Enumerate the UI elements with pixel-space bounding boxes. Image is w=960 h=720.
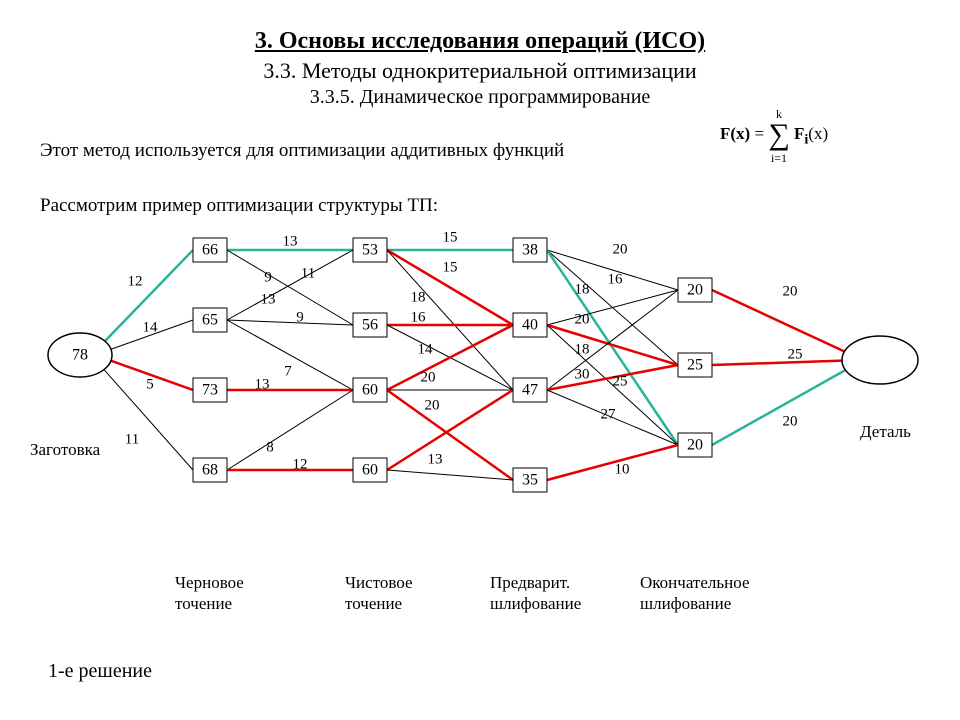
- node-label-B1: 53: [362, 242, 378, 259]
- edge-A2-B2: [227, 320, 353, 325]
- formula-sum-top: k: [768, 108, 789, 120]
- edge-label-B2-C2: 16: [411, 309, 427, 325]
- edge-D1-T: [712, 290, 844, 352]
- title-sub2: 3.3.5. Динамическое программирование: [0, 86, 960, 109]
- node-label-A1: 66: [202, 242, 218, 259]
- body-line-1: Этот метод используется для оптимизации …: [40, 140, 564, 162]
- stage-label-3: Окончательноешлифование: [640, 572, 750, 615]
- edge-label-B1-C1: 15: [443, 229, 458, 245]
- edge-label-B3-C2: 20: [421, 369, 436, 385]
- formula-eq: =: [754, 124, 764, 143]
- stage-label-2: Предварит.шлифование: [490, 572, 581, 615]
- edge-label-A2-B3: 7: [284, 363, 292, 379]
- edge-label-S-A4: 11: [125, 431, 139, 447]
- node-label-C1: 38: [522, 242, 538, 259]
- node-label-A4: 68: [202, 462, 218, 479]
- stage-label-0: Черновоеточение: [175, 572, 244, 615]
- edge-label-A1-B2: 9: [264, 269, 272, 285]
- edge-label-A4-B4: 12: [293, 456, 308, 472]
- node-label-D3: 20: [687, 437, 703, 454]
- edge-label-A1-B1: 13: [283, 233, 298, 249]
- page-root: 3. Основы исследования операций (ИСО) 3.…: [0, 0, 960, 720]
- formula: F(x) = k ∑ i=1 Fi(x): [720, 120, 940, 150]
- diagram-svg: 7866657368535660603840473520252012145111…: [0, 220, 960, 540]
- stage-label-line2: точение: [345, 593, 413, 614]
- node-label-C2: 40: [522, 317, 538, 334]
- edge-label-B1-C3: 18: [411, 289, 426, 305]
- edge-B4-C4: [387, 470, 513, 480]
- node-label-D1: 20: [687, 282, 703, 299]
- stage-label-line1: Чистовое: [345, 572, 413, 593]
- stage-label-line1: Окончательное: [640, 572, 750, 593]
- extra-label-0: 13: [261, 291, 276, 307]
- edge-label-B1-C2: 15: [443, 259, 458, 275]
- node-label-S: 78: [72, 347, 88, 364]
- left-side-label: Заготовка: [30, 440, 100, 460]
- edge-label-C2-D3: 18: [575, 341, 590, 357]
- formula-rhs-tail: (x): [808, 124, 828, 143]
- stage-label-line2: шлифование: [640, 593, 750, 614]
- edges: [104, 250, 846, 480]
- edge-label-C2-D2: 20: [575, 311, 590, 327]
- edge-label-A4-B3: 8: [266, 439, 274, 455]
- stage-label-line1: Предварит.: [490, 572, 581, 593]
- edge-D3-T: [712, 370, 845, 445]
- edge-label-D3-T: 20: [783, 413, 798, 429]
- title-sub1: 3.3. Методы однокритериальной оптимизаци…: [0, 58, 960, 84]
- formula-sum: k ∑ i=1: [768, 120, 789, 150]
- edge-label-A2-B2: 9: [296, 309, 304, 325]
- node-label-C3: 47: [522, 382, 538, 399]
- edge-label-B4-C3: 13: [428, 451, 443, 467]
- edge-A1-B2: [227, 250, 353, 325]
- edge-label-C3-D2: 25: [613, 373, 628, 389]
- edge-label-A3-B3: 13: [255, 376, 270, 392]
- sigma-icon: ∑: [768, 118, 789, 151]
- edge-label-C2-D1: 18: [575, 281, 590, 297]
- edge-label-C3-D1: 30: [575, 366, 590, 382]
- edge-label-C4-D3: 10: [615, 461, 630, 477]
- node-label-D2: 25: [687, 357, 703, 374]
- edge-B3-C4: [387, 390, 513, 480]
- edge-label-S-A1: 12: [128, 273, 143, 289]
- edge-label-C1-D1: 20: [613, 241, 628, 257]
- edge-label-D2-T: 25: [788, 346, 803, 362]
- edge-A4-B3: [227, 390, 353, 470]
- edge-label-C3-D3: 27: [601, 406, 617, 422]
- formula-lhs: F(x): [720, 124, 750, 143]
- node-label-A2: 65: [202, 312, 218, 329]
- formula-rhs: F: [794, 124, 804, 143]
- node-label-B4: 60: [362, 462, 378, 479]
- stage-label-line2: шлифование: [490, 593, 581, 614]
- edge-C2-D1: [547, 290, 678, 325]
- node-T: [842, 336, 918, 384]
- edge-label-D1-T: 20: [783, 283, 798, 299]
- edge-label-B2-C3: 14: [418, 341, 434, 357]
- formula-sum-bot: i=1: [768, 152, 789, 164]
- node-label-C4: 35: [522, 472, 538, 489]
- node-label-B2: 56: [362, 317, 378, 334]
- edge-label-C1-D2: 16: [608, 271, 624, 287]
- edge-label-S-A2: 14: [143, 319, 159, 335]
- body-line-2: Рассмотрим пример оптимизации структуры …: [40, 195, 438, 217]
- title-main: 3. Основы исследования операций (ИСО): [0, 28, 960, 55]
- diagram-container: 7866657368535660603840473520252012145111…: [0, 220, 960, 540]
- node-label-A3: 73: [202, 382, 218, 399]
- edge-label-B3-C3: 20: [425, 397, 440, 413]
- edge-A2-B3: [227, 320, 353, 390]
- node-label-B3: 60: [362, 382, 378, 399]
- edge-D2-T: [712, 361, 842, 365]
- stage-label-line1: Черновое: [175, 572, 244, 593]
- edge-C2-D2: [547, 325, 678, 365]
- edge-label-S-A3: 5: [146, 376, 154, 392]
- stage-label-1: Чистовоеточение: [345, 572, 413, 615]
- footer-label: 1-е решение: [48, 660, 152, 683]
- edge-C4-D3: [547, 445, 678, 480]
- right-side-label: Деталь: [860, 422, 911, 442]
- edge-label-A2-B1: 11: [301, 265, 315, 281]
- stage-label-line2: точение: [175, 593, 244, 614]
- edge-A2-B1: [227, 250, 353, 320]
